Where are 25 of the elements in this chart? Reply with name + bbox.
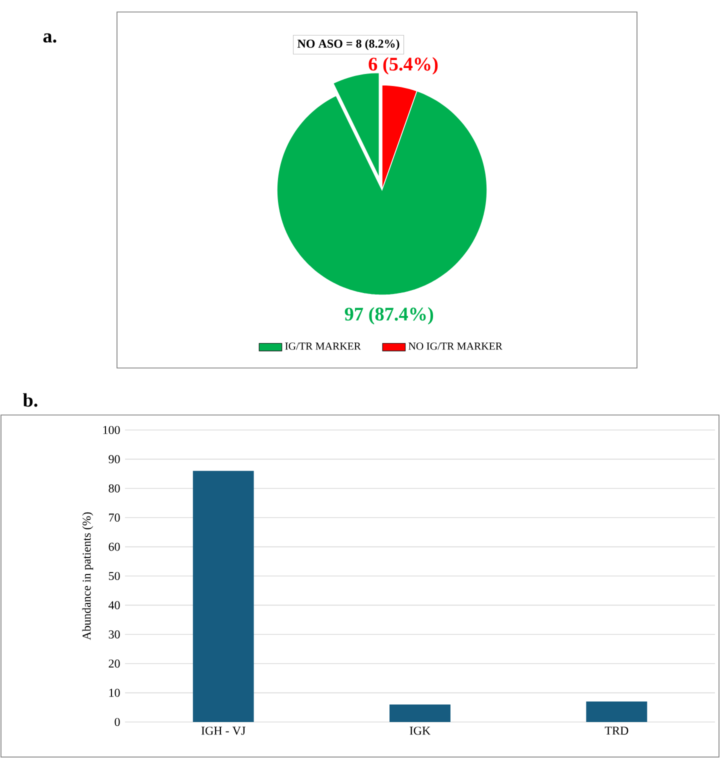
data-label: 97 (87.4%) [344, 307, 434, 324]
chart-title: b. [22, 393, 38, 407]
y-tick-label: 10 [109, 688, 120, 697]
legend-label: IG/TR MARKER [285, 342, 361, 350]
legend-label: NO IG/TR MARKER [408, 342, 502, 350]
y-tick-label: 40 [108, 601, 120, 610]
y-tick-label: 0 [114, 718, 120, 726]
y-axis-title: Abundance in patients (%) [82, 512, 94, 640]
y-tick-label: 90 [108, 455, 120, 464]
x-tick-label: IGH - VJ [201, 726, 246, 735]
text: a. [43, 33, 56, 43]
y-tick-label: 100 [103, 426, 120, 434]
bar [192, 470, 254, 722]
data-label: 6 (5.4%) [368, 57, 438, 75]
bar [586, 702, 648, 722]
y-tick-label: 60 [108, 542, 120, 551]
y-tick-label: 50 [108, 572, 120, 580]
y-tick-label: 80 [108, 484, 120, 492]
data-label: NO ASO = 8 (8.2%) [298, 39, 400, 50]
x-tick-label: TRD [604, 726, 628, 735]
bar [390, 704, 450, 722]
y-tick-label: 30 [108, 630, 120, 638]
y-tick-label: 20 [108, 660, 120, 668]
x-tick-label: IGK [410, 726, 431, 735]
y-tick-label: 70 [109, 514, 120, 522]
